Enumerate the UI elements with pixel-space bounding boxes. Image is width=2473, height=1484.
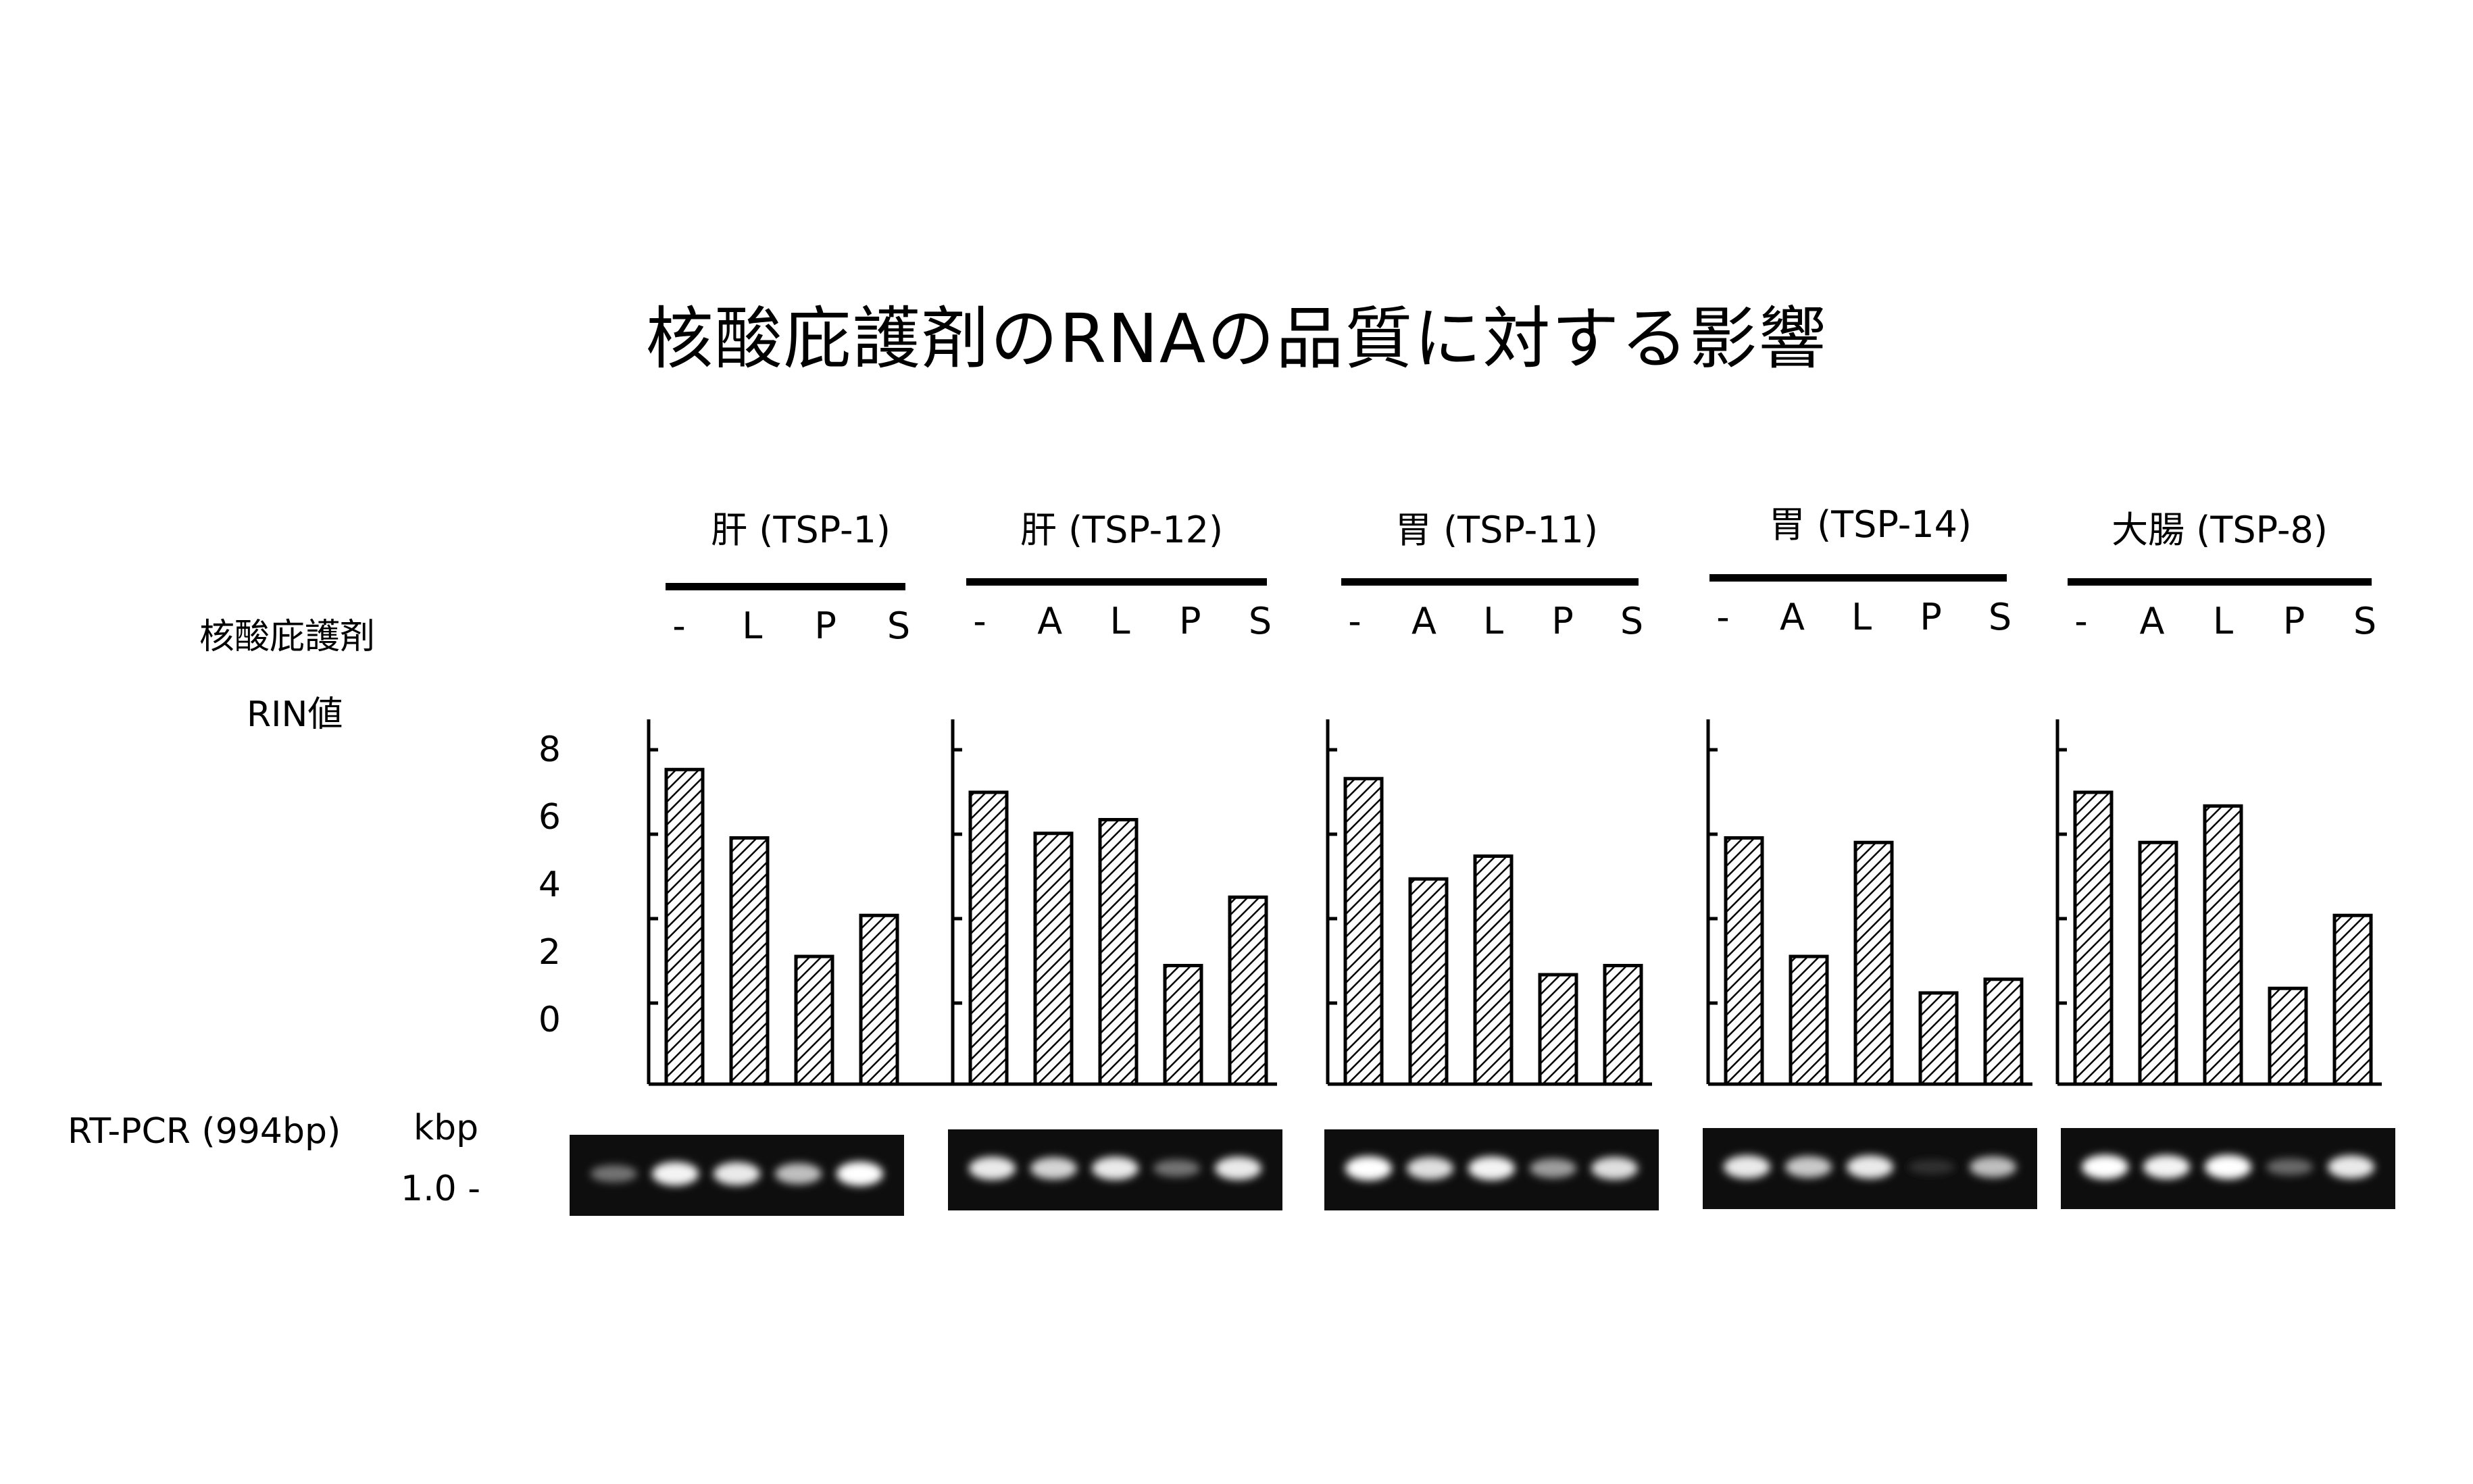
y-tick-label: 0 bbox=[538, 1000, 561, 1040]
page-title: 核酸庇護剤のRNAの品質に対する影響 bbox=[645, 299, 1828, 378]
panel-title-3: 胃 (TSP-11) bbox=[1395, 509, 1599, 551]
bar-S bbox=[1983, 977, 2024, 1086]
lane-label: S bbox=[2353, 600, 2377, 642]
lane-label: L bbox=[2212, 600, 2234, 642]
lane-label: P bbox=[1178, 600, 1201, 642]
gel-band bbox=[651, 1162, 699, 1186]
y-tick-label: 6 bbox=[538, 797, 561, 838]
lane-label: L bbox=[742, 605, 763, 647]
lane-label: A bbox=[1412, 600, 1437, 642]
bar-P bbox=[794, 954, 834, 1086]
lane-label: P bbox=[2282, 600, 2305, 642]
lane-label: - bbox=[1716, 596, 1730, 638]
lane-label: S bbox=[886, 605, 911, 647]
bar-L bbox=[1473, 854, 1514, 1086]
bar-A bbox=[1408, 877, 1449, 1086]
group-bracket bbox=[1709, 574, 2007, 582]
gel-band bbox=[836, 1161, 884, 1186]
y-tick-label: 4 bbox=[538, 865, 561, 905]
gel-band bbox=[1153, 1159, 1201, 1177]
bar-A bbox=[1033, 831, 1074, 1086]
gel-band bbox=[2327, 1155, 2375, 1179]
gel-band bbox=[1846, 1155, 1894, 1179]
gel-band bbox=[713, 1162, 761, 1185]
rtpcr-row-label: RT-PCR (994bp) bbox=[68, 1111, 341, 1152]
bar-S bbox=[2332, 913, 2373, 1086]
rin-row-label: RIN値 bbox=[247, 694, 343, 735]
bar-L bbox=[729, 836, 770, 1086]
bar-P bbox=[1163, 964, 1203, 1086]
gel-band bbox=[1030, 1157, 1078, 1179]
bar-S bbox=[859, 913, 899, 1086]
gel-band bbox=[1907, 1160, 1955, 1174]
gel-band bbox=[1723, 1155, 1771, 1179]
gel-band bbox=[2266, 1158, 2314, 1175]
panel-title-4: 胃 (TSP-14) bbox=[1768, 503, 1972, 546]
panel-title-1: 肝 (TSP-1) bbox=[711, 509, 891, 551]
lane-label: S bbox=[1248, 600, 1272, 642]
gel-band bbox=[1784, 1156, 1832, 1178]
bar-P bbox=[1918, 991, 1959, 1086]
gel-band bbox=[2143, 1155, 2191, 1179]
gel-band bbox=[2081, 1154, 2129, 1179]
lane-label: A bbox=[1037, 600, 1063, 642]
lane-label: P bbox=[1920, 596, 1942, 638]
y-tick-label: 2 bbox=[538, 932, 561, 973]
gel-band bbox=[1468, 1156, 1516, 1181]
lane-label: P bbox=[1551, 600, 1574, 642]
lane-label: - bbox=[2074, 600, 2088, 642]
gel-band bbox=[590, 1165, 638, 1183]
kbp-unit-label: kbp bbox=[414, 1108, 479, 1148]
gel-band bbox=[1406, 1156, 1454, 1180]
gel-band bbox=[1529, 1158, 1577, 1178]
bar-L bbox=[1853, 840, 1894, 1086]
gel-band bbox=[1214, 1156, 1262, 1180]
lane-label: L bbox=[1482, 600, 1504, 642]
lane-label: - bbox=[1348, 600, 1362, 642]
lane-label: A bbox=[1780, 596, 1805, 638]
bar-- bbox=[2073, 790, 2114, 1086]
lane-label: S bbox=[1620, 600, 1644, 642]
group-bracket bbox=[666, 583, 905, 590]
lane-label: A bbox=[2139, 600, 2165, 642]
bar-P bbox=[2268, 986, 2308, 1086]
bar-A bbox=[1789, 954, 1829, 1086]
marker-label: 1.0 - bbox=[401, 1169, 480, 1209]
bar-P bbox=[1538, 973, 1578, 1086]
group-bracket bbox=[966, 578, 1267, 586]
gel-band bbox=[1591, 1156, 1639, 1180]
lane-label: P bbox=[814, 605, 836, 647]
gel-band bbox=[1091, 1156, 1139, 1180]
lane-label: - bbox=[672, 605, 686, 647]
gel-band bbox=[1969, 1156, 2017, 1178]
y-tick-label: 8 bbox=[538, 730, 561, 770]
bar-S bbox=[1228, 895, 1268, 1086]
group-bracket bbox=[1341, 578, 1639, 586]
bar-- bbox=[968, 790, 1009, 1086]
bar-L bbox=[2203, 804, 2243, 1086]
panel-title-5: 大腸 (TSP-8) bbox=[2112, 509, 2328, 551]
lane-label: S bbox=[1988, 596, 2012, 638]
bar-A bbox=[2138, 840, 2178, 1086]
bar-- bbox=[1343, 777, 1384, 1086]
lane-label: L bbox=[1109, 600, 1130, 642]
gel-band bbox=[2204, 1154, 2252, 1179]
gel-band bbox=[774, 1163, 822, 1185]
lane-label: L bbox=[1851, 596, 1872, 638]
bar-S bbox=[1603, 964, 1643, 1086]
gel-band bbox=[968, 1156, 1016, 1180]
bar-- bbox=[1724, 836, 1764, 1086]
group-bracket bbox=[2068, 578, 2372, 586]
bar-L bbox=[1098, 818, 1139, 1086]
panel-title-2: 肝 (TSP-12) bbox=[1020, 509, 1224, 551]
bar-- bbox=[664, 767, 705, 1086]
reagent-row-label: 核酸庇護剤 bbox=[199, 617, 376, 657]
lane-label: - bbox=[973, 600, 986, 642]
gel-band bbox=[1345, 1156, 1393, 1181]
